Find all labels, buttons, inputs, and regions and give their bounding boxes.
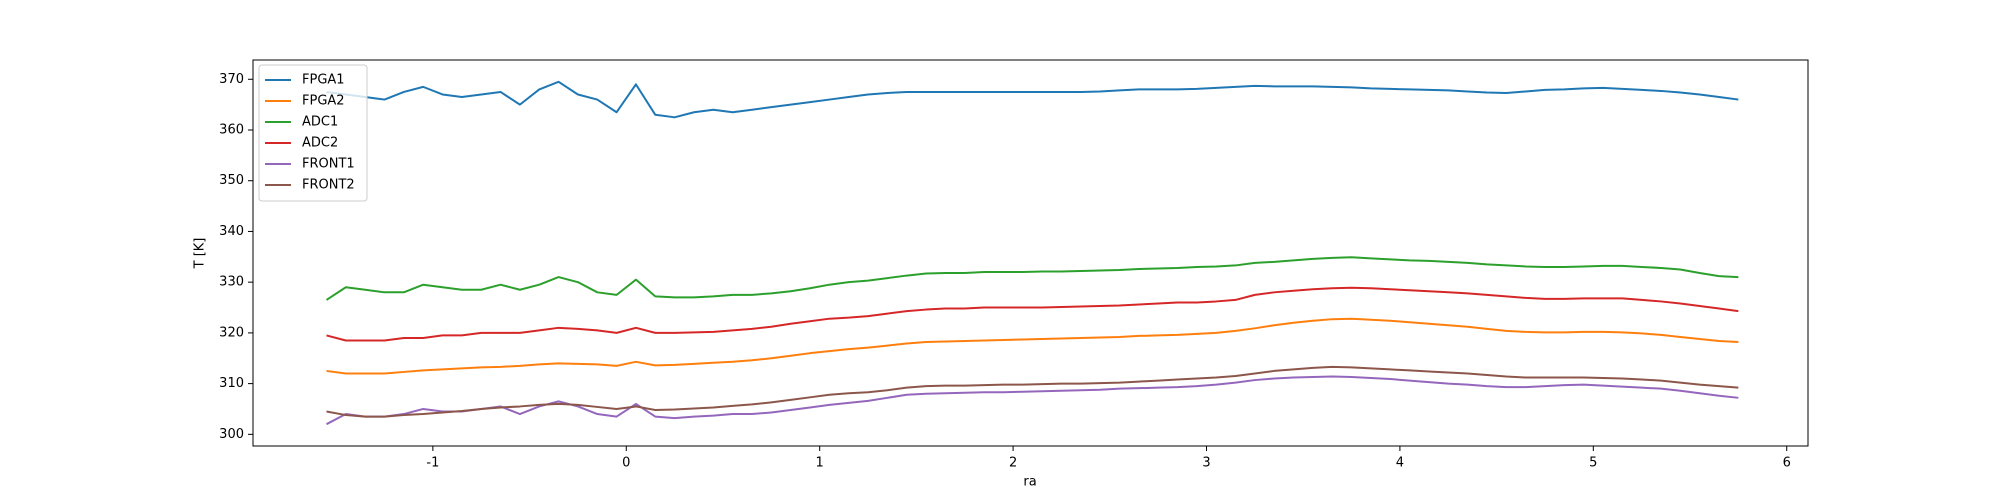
x-tick-label: 5 xyxy=(1589,456,1597,471)
legend-label: ADC1 xyxy=(302,115,338,130)
y-tick-label: 330 xyxy=(219,275,244,290)
series-line xyxy=(325,256,1739,301)
x-tick-label: 6 xyxy=(1783,456,1791,471)
x-tick-label: 1 xyxy=(816,456,824,471)
legend-label: FRONT2 xyxy=(302,178,355,193)
y-tick-label: 300 xyxy=(219,427,244,442)
x-tick-label: 3 xyxy=(1202,456,1210,471)
x-tick-label: 4 xyxy=(1396,456,1404,471)
series-line xyxy=(326,80,1739,119)
x-tick-label: 2 xyxy=(1009,456,1017,471)
legend-label: ADC2 xyxy=(302,136,338,151)
legend-label: FPGA2 xyxy=(302,94,345,109)
x-tick-label: 0 xyxy=(622,456,630,471)
y-tick-label: 310 xyxy=(219,376,244,391)
y-tick-label: 340 xyxy=(219,224,244,239)
legend-box xyxy=(258,64,368,202)
y-axis-label: T [K] xyxy=(193,238,208,270)
y-tick-label: 320 xyxy=(219,325,244,340)
x-tick-label: -1 xyxy=(426,456,439,471)
legend-label: FRONT1 xyxy=(302,157,355,172)
series-line xyxy=(326,286,1739,342)
series-line xyxy=(326,317,1739,375)
legend-label: FPGA1 xyxy=(302,73,345,88)
y-tick-label: 350 xyxy=(219,173,244,188)
y-tick-label: 360 xyxy=(219,122,244,137)
series-line xyxy=(326,375,1739,426)
y-tick-label: 370 xyxy=(219,72,244,87)
series-line xyxy=(326,365,1739,418)
axes-frame xyxy=(252,59,1809,447)
x-axis-label: ra xyxy=(1023,475,1036,490)
